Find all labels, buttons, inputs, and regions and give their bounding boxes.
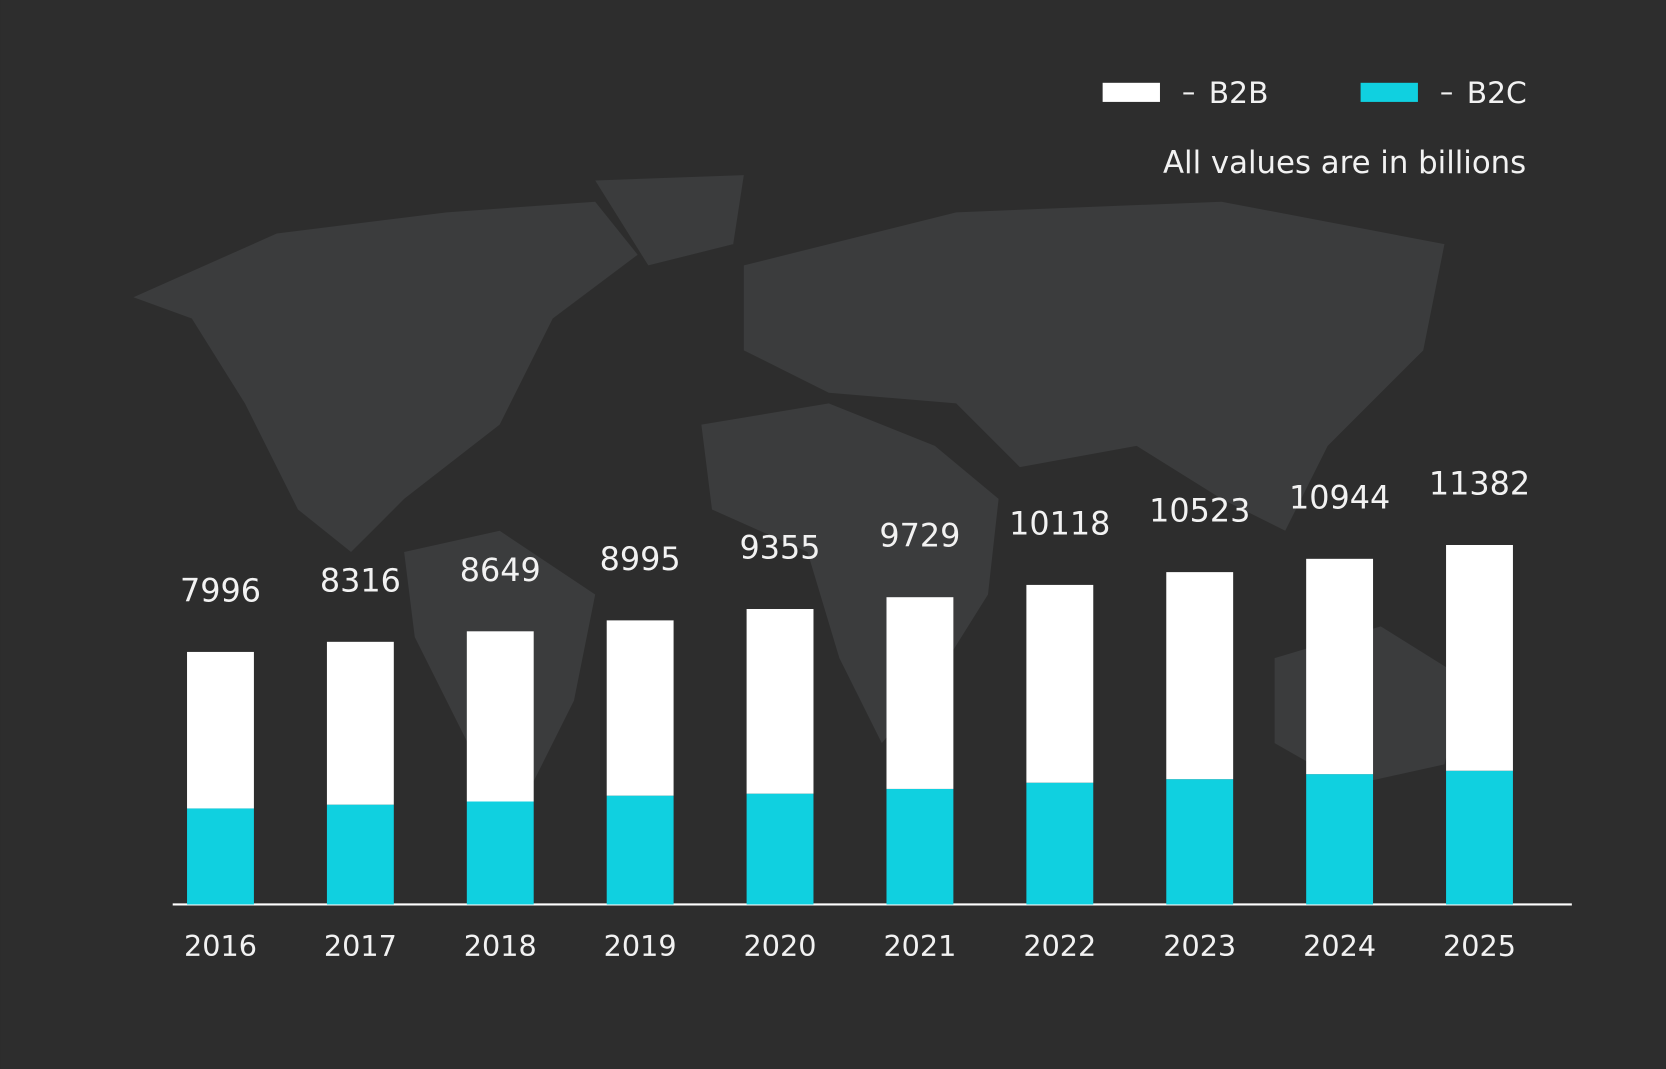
total-label: 10118 bbox=[1009, 504, 1110, 542]
x-tick-label: 2020 bbox=[744, 929, 817, 963]
bar-segment bbox=[1166, 779, 1234, 905]
total-label: 7996 bbox=[180, 571, 261, 609]
legend-swatch bbox=[1360, 82, 1418, 102]
bar-segment bbox=[326, 804, 394, 905]
bar-segment bbox=[1306, 774, 1374, 905]
total-label: 9355 bbox=[740, 529, 821, 567]
total-label: 8995 bbox=[600, 540, 681, 578]
bar-segment bbox=[746, 793, 814, 905]
x-tick-label: 2017 bbox=[324, 929, 397, 963]
bar-segment bbox=[1446, 770, 1513, 905]
x-tick-label: 2025 bbox=[1443, 929, 1516, 963]
bar-segment bbox=[886, 597, 954, 789]
bar-segment bbox=[326, 641, 394, 805]
bar-segment bbox=[1446, 544, 1513, 771]
bar-segment bbox=[606, 795, 674, 905]
total-label: 8649 bbox=[460, 551, 541, 589]
annotation: All values are in billions bbox=[1163, 145, 1526, 181]
x-tick-label: 2016 bbox=[184, 929, 257, 963]
bar-segment bbox=[1306, 558, 1374, 775]
bar-segment bbox=[1026, 782, 1094, 905]
bar-segment bbox=[606, 620, 674, 796]
bar-segment bbox=[466, 801, 534, 905]
bar-segment bbox=[746, 609, 814, 794]
total-label: 10944 bbox=[1289, 478, 1390, 516]
total-label: 10523 bbox=[1149, 492, 1250, 530]
total-label: 8316 bbox=[320, 561, 401, 599]
x-tick-label: 2018 bbox=[464, 929, 537, 963]
bar-segment bbox=[886, 788, 954, 905]
total-label: 9729 bbox=[879, 517, 960, 555]
legend-label: B2C bbox=[1467, 76, 1527, 111]
x-tick-label: 2024 bbox=[1303, 929, 1376, 963]
bar-segment bbox=[466, 631, 534, 802]
bar-segment bbox=[1026, 584, 1094, 783]
bar-segment bbox=[187, 651, 254, 809]
bar-segment bbox=[1166, 572, 1234, 780]
bar-segment bbox=[187, 808, 254, 905]
total-label: 11382 bbox=[1429, 465, 1530, 503]
legend-label: B2B bbox=[1209, 76, 1269, 111]
x-tick-label: 2019 bbox=[604, 929, 677, 963]
x-tick-label: 2022 bbox=[1023, 929, 1096, 963]
legend-swatch bbox=[1102, 82, 1160, 102]
x-tick-label: 2023 bbox=[1163, 929, 1236, 963]
x-tick-label: 2021 bbox=[883, 929, 956, 963]
